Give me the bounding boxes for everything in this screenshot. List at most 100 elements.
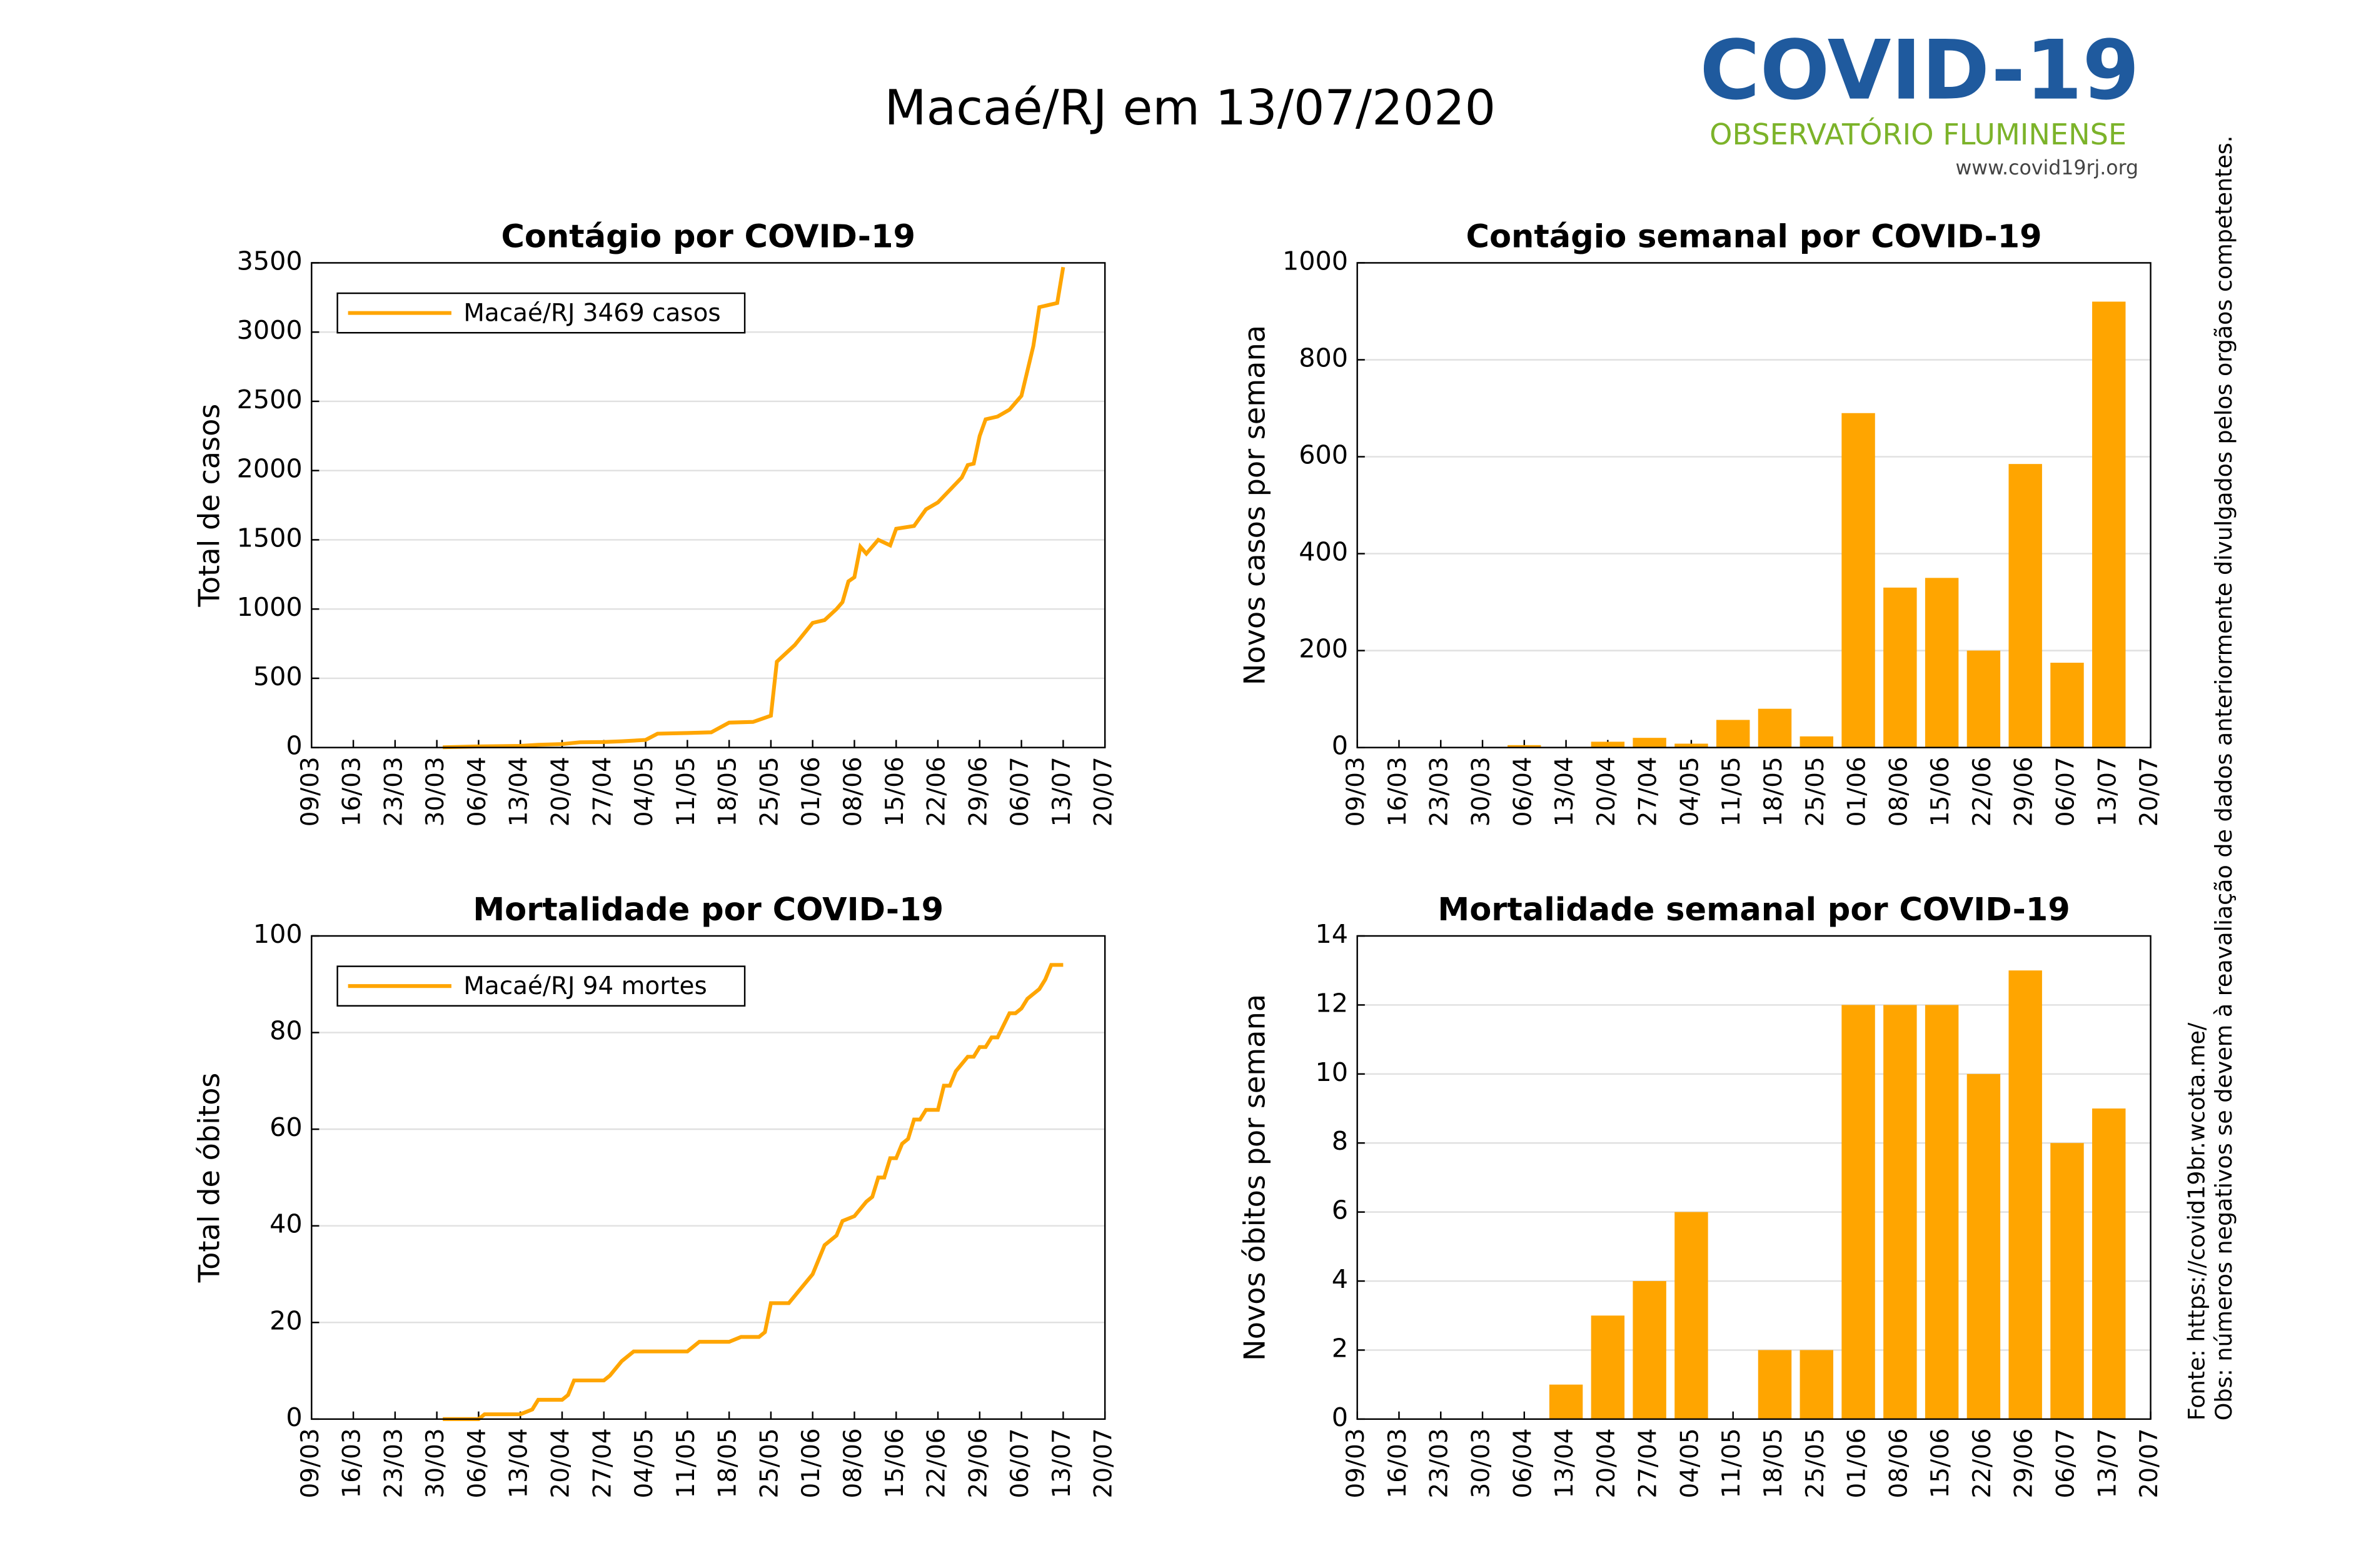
x-tick-label: 30/03 (1467, 1428, 1496, 1498)
x-tick-label: 06/07 (2051, 1428, 2080, 1498)
x-tick-label: 18/05 (714, 1428, 742, 1498)
x-tick-label: 16/03 (338, 1428, 366, 1498)
bar (1549, 1384, 1583, 1419)
y-tick-label: 1000 (237, 592, 303, 622)
bar (1883, 587, 1917, 748)
y-tick-label: 2 (1332, 1333, 1348, 1363)
data-line (443, 266, 1065, 750)
bar (2008, 970, 2042, 1419)
bar (1508, 745, 1541, 748)
bar (1716, 720, 1750, 748)
x-tick-label: 13/04 (1551, 1428, 1579, 1498)
x-tick-label: 18/05 (1759, 756, 1788, 827)
x-tick-label: 06/04 (463, 756, 491, 827)
x-tick-label: 20/07 (2135, 1428, 2163, 1498)
x-tick-label: 18/05 (714, 756, 742, 827)
chart-title: Mortalidade semanal por COVID-19 (1437, 892, 2070, 928)
x-tick-label: 23/03 (380, 756, 408, 827)
x-tick-label: 27/04 (1634, 756, 1663, 827)
x-tick-label: 06/07 (1006, 756, 1034, 827)
y-tick-label: 800 (1299, 343, 1348, 373)
y-tick-label: 500 (253, 661, 303, 691)
x-tick-label: 13/04 (505, 756, 533, 827)
chart-title: Contágio semanal por COVID-19 (1466, 219, 2042, 256)
x-tick-label: 13/07 (2093, 756, 2122, 827)
bar (1841, 1005, 1875, 1419)
x-tick-label: 20/07 (2135, 756, 2163, 827)
y-axis-label: Total de óbitos (192, 1073, 226, 1284)
bar (1966, 650, 2001, 748)
x-tick-label: 08/06 (839, 756, 867, 827)
y-tick-label: 60 (269, 1112, 303, 1142)
bar (2092, 301, 2126, 748)
x-tick-label: 30/03 (421, 1428, 450, 1498)
plot-frame (1356, 262, 2152, 748)
y-tick-label: 200 (1299, 634, 1348, 664)
y-tick-label: 1000 (1282, 246, 1348, 276)
legend-label: Macaé/RJ 3469 casos (463, 299, 720, 328)
x-tick-label: 29/06 (964, 1428, 992, 1498)
y-tick-label: 3000 (237, 315, 303, 345)
x-tick-label: 22/06 (923, 1428, 951, 1498)
x-tick-label: 22/06 (923, 756, 951, 827)
bar (2050, 1143, 2084, 1419)
x-tick-label: 01/06 (1843, 756, 1871, 827)
x-tick-label: 06/07 (2051, 756, 2080, 827)
x-tick-label: 29/06 (2010, 756, 2038, 827)
y-tick-label: 10 (1316, 1057, 1349, 1087)
x-tick-label: 27/04 (1634, 1428, 1663, 1498)
x-tick-label: 11/05 (1718, 1428, 1746, 1498)
x-tick-label: 23/03 (380, 1428, 408, 1498)
x-tick-label: 04/05 (630, 756, 658, 827)
bar (1800, 736, 1833, 748)
x-tick-label: 30/03 (421, 756, 450, 827)
x-tick-label: 15/06 (1926, 1428, 1955, 1498)
bar (1758, 708, 1792, 748)
x-tick-label: 13/04 (1551, 756, 1579, 827)
logo-name: COVID-19 (1699, 23, 2139, 118)
x-tick-label: 08/06 (1885, 756, 1913, 827)
x-tick-label: 01/06 (1843, 1428, 1871, 1498)
x-tick-label: 25/05 (1801, 756, 1830, 827)
x-tick-label: 06/04 (1509, 756, 1537, 827)
x-tick-label: 04/05 (1676, 1428, 1704, 1498)
bar (2092, 1108, 2126, 1419)
x-tick-label: 06/04 (1509, 1428, 1537, 1498)
bar (1758, 1350, 1792, 1419)
x-tick-label: 25/05 (755, 1428, 783, 1498)
bar (1883, 1005, 1917, 1419)
x-tick-label: 20/07 (1090, 1428, 1118, 1498)
x-tick-label: 29/06 (2010, 1428, 2038, 1498)
legend-label: Macaé/RJ 94 mortes (463, 972, 707, 1000)
bar (1674, 1212, 1708, 1419)
x-tick-label: 01/06 (797, 1428, 825, 1498)
y-tick-label: 40 (269, 1209, 303, 1239)
x-tick-label: 23/03 (1426, 1428, 1454, 1498)
plot-frame (1356, 935, 2152, 1420)
x-tick-label: 13/04 (505, 1428, 533, 1498)
x-tick-label: 29/06 (964, 756, 992, 827)
x-tick-label: 27/04 (588, 756, 617, 827)
x-tick-label: 08/06 (839, 1428, 867, 1498)
bar (1633, 738, 1666, 748)
plot-frame (311, 262, 1106, 748)
x-tick-label: 13/07 (1048, 756, 1076, 827)
x-tick-label: 06/07 (1006, 1428, 1034, 1498)
source-note: Fonte: https://covid19br.wcota.me/ (2183, 1022, 2210, 1420)
x-tick-label: 16/03 (1384, 1428, 1412, 1498)
main-title: Macaé/RJ em 13/07/2020 (885, 80, 1496, 136)
x-tick-label: 25/05 (755, 756, 783, 827)
x-tick-label: 20/04 (1593, 756, 1621, 827)
y-tick-label: 400 (1299, 537, 1348, 567)
y-tick-label: 6 (1332, 1195, 1348, 1225)
bar (1591, 1315, 1625, 1419)
y-tick-label: 3500 (237, 246, 303, 276)
x-tick-label: 09/03 (296, 756, 325, 827)
bar (1925, 578, 1959, 748)
chart-title: Mortalidade por COVID-19 (473, 892, 944, 928)
x-tick-label: 22/06 (1968, 756, 1996, 827)
bar (1925, 1005, 1959, 1419)
y-tick-label: 0 (1332, 1402, 1348, 1432)
